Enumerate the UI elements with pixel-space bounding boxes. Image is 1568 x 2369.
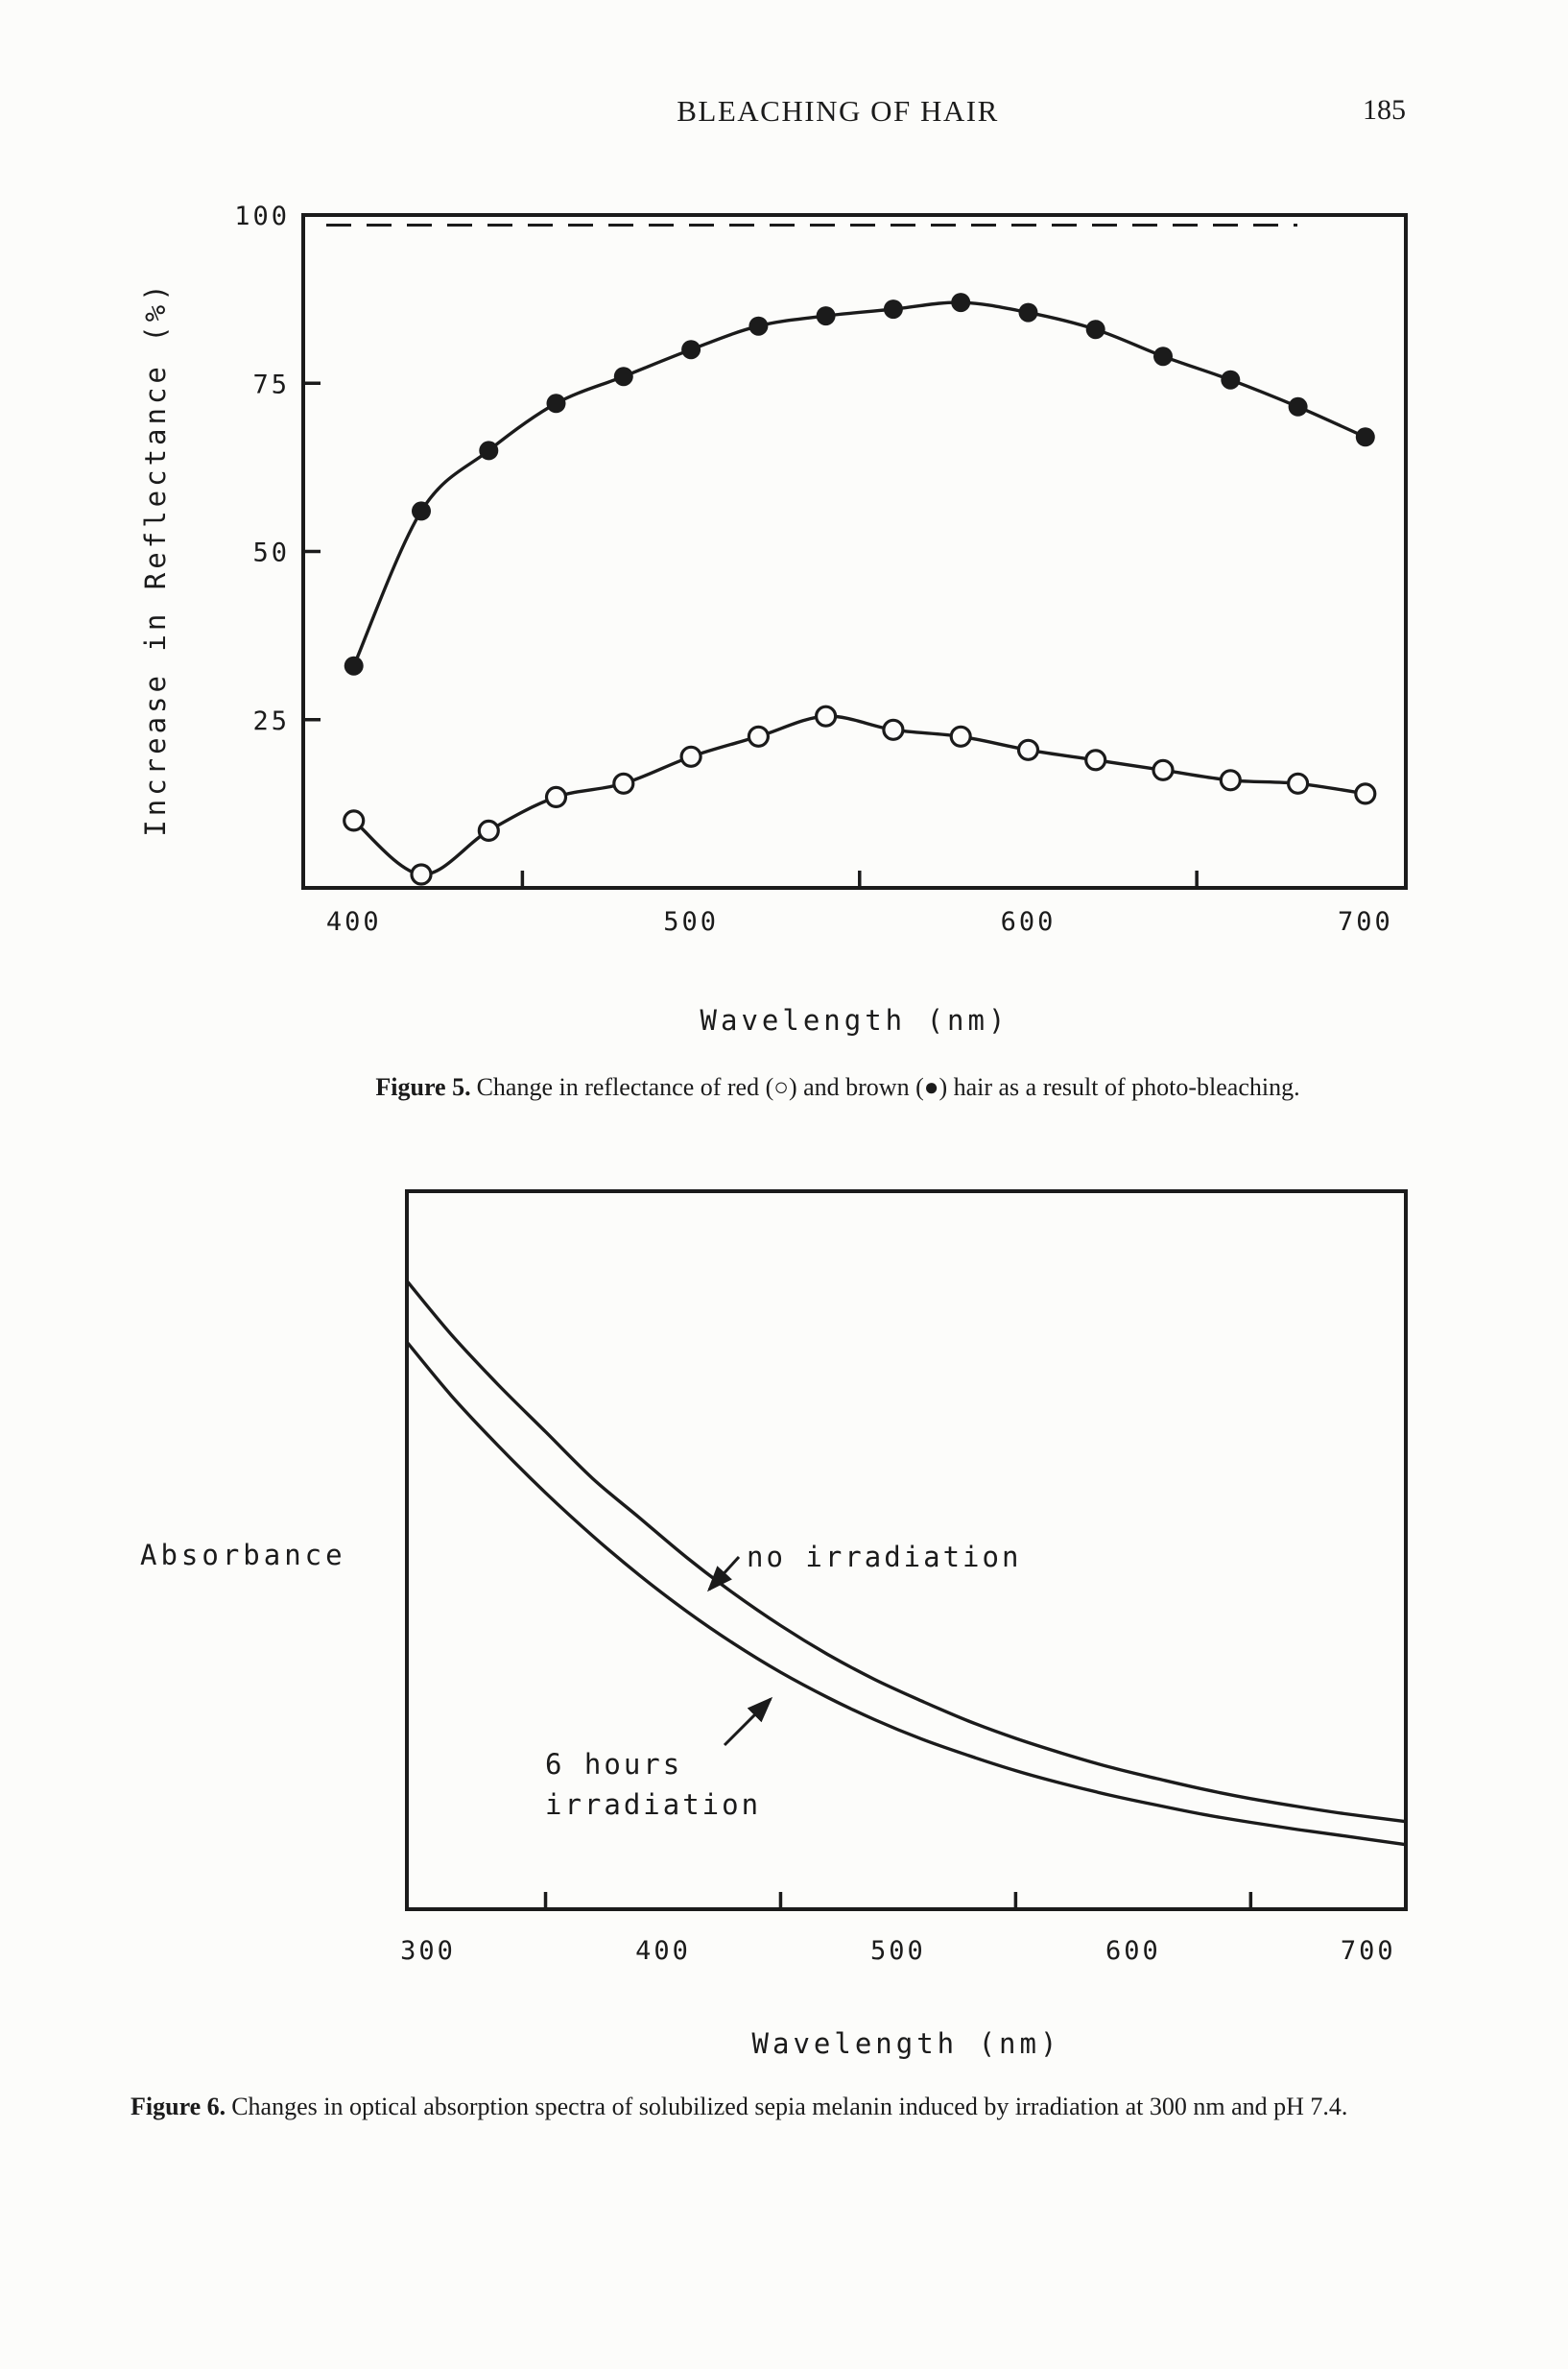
annotation-arrow-no-irradiation xyxy=(706,1555,741,1592)
marker-red-hair xyxy=(544,785,568,809)
marker-brown-hair xyxy=(816,306,836,326)
marker-brown-hair xyxy=(613,367,633,387)
series-curve-red-hair xyxy=(352,714,1366,876)
x-tick-label: 300 xyxy=(400,1936,456,1966)
marker-red-hair xyxy=(949,725,972,748)
plot-frame xyxy=(301,213,1408,890)
marker-brown-hair xyxy=(748,316,769,336)
x-tick-label: 500 xyxy=(663,907,719,937)
annotation-6-hours-label-line1: 6 hours xyxy=(545,1748,682,1781)
series-curve-6-hours-irradiation xyxy=(405,1340,1407,1847)
figure6-caption-text: Changes in optical absorption spectra of… xyxy=(231,2093,1348,2120)
figure6-caption: Figure 6. Changes in optical absorption s… xyxy=(131,2089,1436,2125)
plot-frame xyxy=(405,1189,1408,1911)
marker-brown-hair xyxy=(1221,370,1241,390)
y-tick-label: 25 xyxy=(252,706,290,736)
x-tick-label: 500 xyxy=(870,1936,926,1966)
x-tick-label: 600 xyxy=(1001,907,1057,937)
marker-brown-hair xyxy=(1018,302,1038,323)
marker-brown-hair xyxy=(951,293,971,313)
marker-red-hair xyxy=(1219,769,1242,792)
series-curve-no-irradiation xyxy=(405,1280,1407,1824)
figure5-chart: 25 50 75 100 400 500 600 700 xyxy=(234,202,1408,937)
marker-red-hair xyxy=(814,705,838,728)
figure5-y-axis-label: Increase in Reflectance (%) xyxy=(139,280,172,837)
marker-red-hair xyxy=(1084,749,1107,772)
marker-red-hair xyxy=(1016,738,1040,761)
page-number: 185 xyxy=(1363,94,1406,126)
y-tick-label: 75 xyxy=(252,370,290,399)
x-tick-label: 700 xyxy=(1341,1936,1396,1966)
x-tick-label: 600 xyxy=(1105,1936,1161,1966)
annotation-no-irradiation-label: no irradiation xyxy=(747,1541,1021,1573)
figure6-y-axis-label: Absorbance xyxy=(140,1539,346,1571)
annotation-6-hours-label-line2: irradiation xyxy=(545,1788,761,1821)
marker-brown-hair xyxy=(883,299,903,320)
marker-brown-hair xyxy=(479,441,499,461)
marker-brown-hair xyxy=(344,656,364,676)
marker-red-hair xyxy=(1286,772,1310,795)
marker-red-hair xyxy=(1152,758,1175,781)
marker-brown-hair xyxy=(1288,396,1308,417)
figure6-caption-label: Figure 6. xyxy=(131,2093,226,2120)
page-title: BLEACHING OF HAIR xyxy=(677,94,999,128)
x-tick-label: 400 xyxy=(635,1936,691,1966)
figure5-caption-text: Change in reflectance of red (○) and bro… xyxy=(476,1073,1300,1101)
figure5-x-axis-label: Wavelength (nm) xyxy=(700,1004,1010,1037)
annotation-arrow-6-hours-irradiation xyxy=(723,1696,773,1747)
marker-red-hair xyxy=(747,725,771,748)
marker-brown-hair xyxy=(1085,320,1105,340)
marker-brown-hair xyxy=(412,501,431,521)
marker-red-hair xyxy=(679,745,702,768)
y-tick-label: 50 xyxy=(252,538,290,568)
series-curve-brown-hair xyxy=(352,300,1366,667)
marker-brown-hair xyxy=(546,394,566,414)
figure5-caption-label: Figure 5. xyxy=(375,1073,471,1101)
y-tick-label: 100 xyxy=(234,202,290,231)
marker-red-hair xyxy=(477,819,500,843)
x-tick-label: 400 xyxy=(326,907,382,937)
marker-brown-hair xyxy=(681,340,701,360)
figure6-x-axis-label: Wavelength (nm) xyxy=(751,2027,1061,2060)
marker-red-hair xyxy=(882,718,905,741)
marker-red-hair xyxy=(343,809,366,832)
x-tick-label: 700 xyxy=(1338,907,1393,937)
marker-red-hair xyxy=(1354,782,1377,805)
marker-brown-hair xyxy=(1355,427,1375,447)
marker-red-hair xyxy=(410,863,433,886)
marker-brown-hair xyxy=(1153,347,1173,367)
figure5-caption: Figure 5. Change in reflectance of red (○… xyxy=(192,1069,1484,1106)
marker-red-hair xyxy=(612,772,635,795)
figure6-chart: 300 400 500 600 700 no irradiation 6 hours irra… xyxy=(400,1189,1408,1966)
